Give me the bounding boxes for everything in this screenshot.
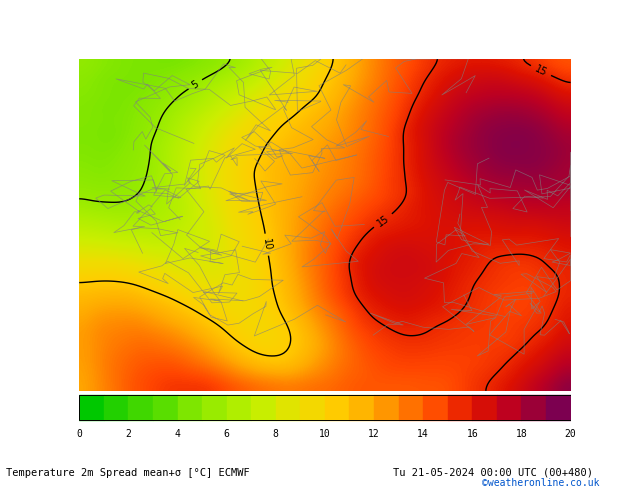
Bar [202,395,227,420]
Text: 15: 15 [375,213,391,228]
Text: 0: 0 [76,429,82,440]
Bar [128,395,153,420]
Text: 18: 18 [515,429,527,440]
Bar [79,395,571,420]
Text: 14: 14 [417,429,429,440]
Bar [424,395,448,420]
Text: Tu 21-05-2024 00:00 UTC (00+480): Tu 21-05-2024 00:00 UTC (00+480) [393,468,593,478]
Text: 16: 16 [467,429,478,440]
Text: 10: 10 [319,429,331,440]
Bar [399,395,424,420]
Bar [104,395,128,420]
Bar [349,395,374,420]
Bar [301,395,325,420]
Text: 10: 10 [261,238,273,251]
Bar [325,395,349,420]
Bar [251,395,276,420]
Text: 20: 20 [565,429,576,440]
Bar [546,395,571,420]
Bar [497,395,521,420]
Bar [153,395,178,420]
Text: 5: 5 [190,78,201,90]
Bar [227,395,251,420]
Bar [521,395,546,420]
Bar [276,395,301,420]
Bar [374,395,399,420]
Text: 15: 15 [533,63,548,78]
Text: 12: 12 [368,429,380,440]
Bar [448,395,472,420]
Bar [472,395,497,420]
Bar [79,395,104,420]
Text: Temperature 2m Spread mean+σ [°C] ECMWF: Temperature 2m Spread mean+σ [°C] ECMWF [6,468,250,478]
Text: 4: 4 [174,429,181,440]
Text: ©weatheronline.co.uk: ©weatheronline.co.uk [482,478,599,488]
Text: 6: 6 [224,429,230,440]
Text: 8: 8 [273,429,279,440]
Bar [178,395,202,420]
Text: 2: 2 [126,429,131,440]
